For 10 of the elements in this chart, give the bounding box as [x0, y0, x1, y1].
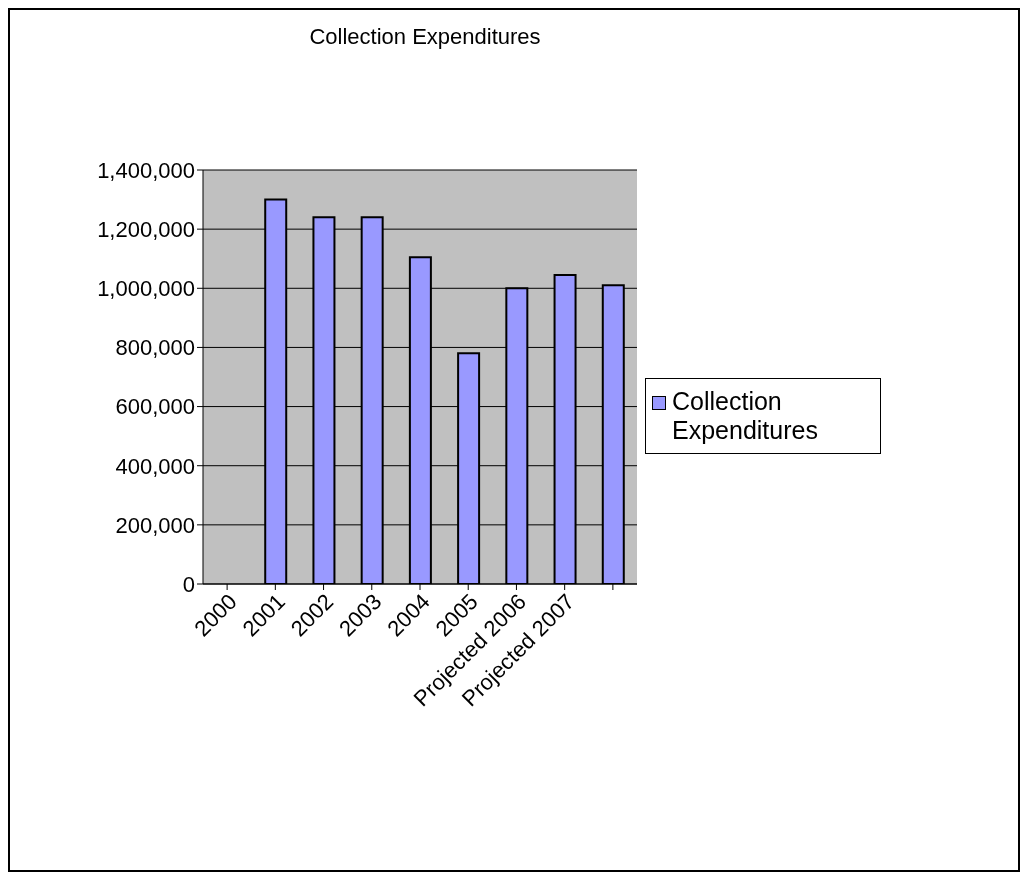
- y-tick-label: 400,000: [115, 453, 195, 479]
- y-tick-label: 200,000: [115, 512, 195, 538]
- y-tick-label: 1,000,000: [97, 276, 195, 302]
- legend-label: Collection Expenditures: [672, 387, 819, 445]
- y-tick-label: 1,200,000: [97, 216, 195, 242]
- y-tick-label: 600,000: [115, 394, 195, 420]
- y-tick-label: 0: [182, 571, 195, 597]
- chart-title: Collection Expenditures: [308, 24, 542, 50]
- y-tick-label: 1,400,000: [97, 157, 195, 183]
- y-tick-label: 800,000: [115, 335, 195, 361]
